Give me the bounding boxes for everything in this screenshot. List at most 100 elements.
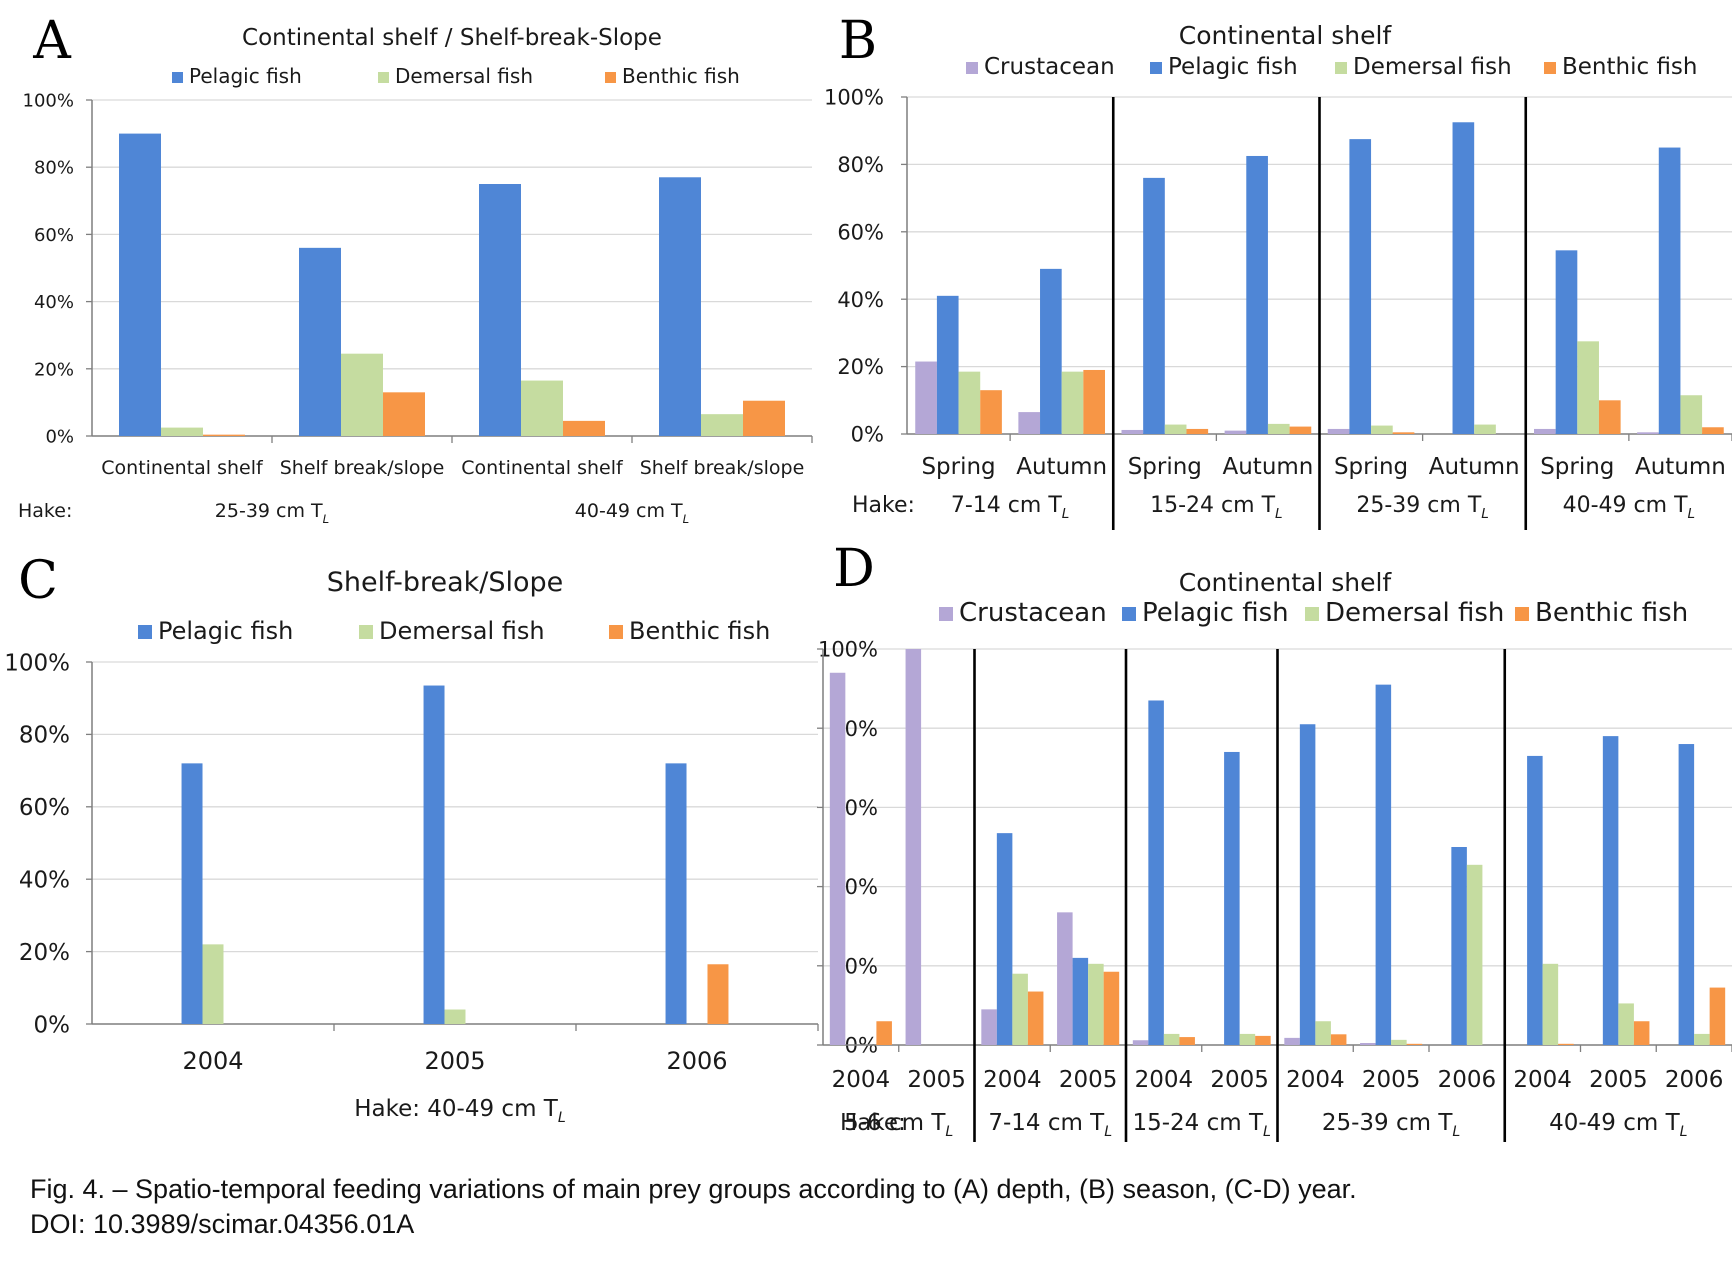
bar-demersal-fish-b-2 — [1164, 424, 1187, 434]
bar-pelagic-fish-b-3 — [1246, 155, 1268, 434]
x-category-label-c: 2005 — [424, 1047, 485, 1075]
panel-letter-a: A — [32, 11, 72, 71]
size-group-label-b-1: 15-24 cm TL — [1150, 493, 1282, 522]
legend-label-demersal-fish-d: Demersal fish — [1325, 598, 1504, 628]
bar-demersal-fish-d-8 — [1466, 864, 1483, 1045]
y-tick-label-a: 100% — [23, 90, 74, 111]
bar-pelagic-fish-b-0 — [936, 295, 959, 434]
size-group-label-d-0: 5-6 cm TL — [844, 1110, 953, 1140]
legend-label-demersal-fish-a: Demersal fish — [395, 64, 533, 88]
bar-benthic-fish-d-11 — [1709, 987, 1726, 1045]
bar-demersal-fish-b-3 — [1267, 423, 1290, 434]
bar-benthic-fish-d-4 — [1179, 1037, 1195, 1045]
chart-title-c: Shelf-break/Slope — [327, 567, 564, 598]
bar-pelagic-fish-d-11 — [1678, 744, 1695, 1045]
bar-benthic-fish-d-2 — [1027, 991, 1044, 1045]
x-category-label-d: 2004 — [1513, 1067, 1572, 1093]
legend-label-pelagic-fish-c: Pelagic fish — [158, 617, 293, 645]
y-tick-label-a: 0% — [45, 426, 74, 447]
bar-crustacean-d-0 — [829, 672, 846, 1045]
bar-pelagic-fish-b-5 — [1452, 122, 1475, 435]
bar-crustacean-b-6 — [1534, 428, 1556, 434]
legend-label-pelagic-fish-b: Pelagic fish — [1168, 54, 1298, 80]
chart-panel-c: C Shelf-break/Slope Pelagic fish Demersal f… — [4, 551, 819, 1126]
bar-benthic-fish-d-0 — [876, 1021, 892, 1045]
legend-label-crustacean-b: Crustacean — [984, 54, 1115, 80]
bar-benthic-fish-b-1 — [1083, 369, 1105, 434]
y-tick-label-b: 0% — [851, 423, 884, 447]
bar-demersal-fish-d-6 — [1315, 1021, 1331, 1045]
bar-crustacean-d-2 — [981, 1009, 997, 1045]
bar-pelagic-fish-d-6 — [1299, 724, 1316, 1045]
legend-label-benthic-fish-d: Benthic fish — [1535, 598, 1688, 628]
y-tick-label-a: 60% — [34, 225, 74, 246]
legend-swatch-demersal-fish-a — [378, 72, 389, 83]
bar-pelagic-fish-d-8 — [1451, 847, 1467, 1045]
size-group-label-b-2: 25-39 cm TL — [1356, 493, 1488, 522]
y-tick-label-b: 20% — [837, 355, 884, 379]
size-group-label-a-0: 25-39 cm TL — [215, 500, 329, 526]
bar-benthic-fish-d-9 — [1558, 1043, 1574, 1045]
bar-benthic-fish-d-10 — [1633, 1021, 1650, 1045]
bar-benthic-fish-a-1 — [383, 392, 425, 436]
bar-benthic-fish-c-2 — [707, 964, 729, 1024]
bar-pelagic-fish-c-2 — [665, 763, 687, 1024]
bar-demersal-fish-b-5 — [1474, 424, 1496, 434]
legend-label-benthic-fish-b: Benthic fish — [1562, 54, 1698, 80]
bar-pelagic-fish-d-4 — [1148, 700, 1164, 1045]
bar-benthic-fish-a-0 — [203, 434, 245, 436]
bar-crustacean-d-3 — [1057, 912, 1073, 1045]
bar-demersal-fish-c-0 — [202, 944, 224, 1024]
bar-demersal-fish-b-4 — [1371, 425, 1393, 434]
x-category-label-d: 2004 — [832, 1067, 891, 1093]
bar-demersal-fish-d-11 — [1694, 1033, 1710, 1045]
y-tick-label-a: 80% — [34, 158, 74, 179]
y-tick-label-a: 20% — [34, 359, 74, 380]
x-category-label-b: Spring — [1128, 454, 1202, 480]
legend-swatch-demersal-fish-b — [1335, 62, 1347, 74]
legend-swatch-benthic-fish-b — [1544, 62, 1556, 74]
y-tick-label-b: 40% — [837, 288, 884, 312]
bar-pelagic-fish-b-4 — [1349, 139, 1372, 434]
bar-pelagic-fish-d-5 — [1224, 751, 1240, 1045]
x-category-label-b: Spring — [1540, 454, 1614, 480]
legend-swatch-crustacean-d — [939, 607, 953, 621]
bar-pelagic-fish-a-3 — [659, 177, 701, 436]
bar-crustacean-b-2 — [1121, 429, 1144, 434]
size-group-label-d-3: 25-39 cm TL — [1322, 1110, 1461, 1140]
legend-swatch-crustacean-b — [966, 62, 978, 74]
panel-letter-d: D — [833, 539, 875, 599]
bar-pelagic-fish-a-0 — [119, 133, 161, 436]
bar-benthic-fish-b-2 — [1186, 428, 1209, 434]
chart-title-a: Continental shelf / Shelf-break-Slope — [242, 25, 662, 51]
x-category-label-d: 2005 — [1589, 1067, 1648, 1093]
panel-letter-b: B — [839, 11, 877, 71]
bar-crustacean-d-1 — [905, 649, 922, 1045]
bar-demersal-fish-d-4 — [1163, 1033, 1180, 1045]
x-category-label-d: 2005 — [907, 1067, 966, 1093]
size-group-label-b-3: 40-49 cm TL — [1563, 493, 1695, 522]
legend-label-benthic-fish-a: Benthic fish — [622, 64, 740, 88]
caption-line-1: Fig. 4. – Spatio-temporal feeding variat… — [30, 1174, 1357, 1204]
y-tick-label-d: 100% — [818, 638, 878, 662]
bar-benthic-fish-b-7 — [1702, 427, 1724, 434]
bar-demersal-fish-d-5 — [1239, 1033, 1256, 1045]
panel-letter-c: C — [18, 551, 58, 611]
bar-crustacean-d-7 — [1360, 1043, 1376, 1045]
bar-demersal-fish-b-7 — [1680, 395, 1703, 434]
bar-benthic-fish-a-3 — [743, 400, 785, 436]
size-group-label-d-4: 40-49 cm TL — [1549, 1110, 1688, 1140]
legend-swatch-demersal-fish-c — [359, 625, 373, 639]
x-category-label-c: 2006 — [666, 1047, 727, 1075]
bar-demersal-fish-a-3 — [701, 414, 743, 436]
bar-crustacean-d-6 — [1284, 1037, 1300, 1045]
y-tick-label-c: 60% — [19, 795, 70, 821]
bar-benthic-fish-b-4 — [1392, 432, 1415, 434]
x-category-label-b: Autumn — [1222, 454, 1313, 480]
bar-benthic-fish-d-5 — [1255, 1035, 1271, 1045]
bar-crustacean-b-4 — [1327, 428, 1350, 434]
bar-crustacean-b-1 — [1018, 412, 1041, 434]
legend-swatch-pelagic-fish-d — [1122, 607, 1136, 621]
caption-doi: DOI: 10.3989/scimar.04356.01A — [30, 1209, 415, 1239]
bar-crustacean-b-7 — [1637, 432, 1659, 434]
